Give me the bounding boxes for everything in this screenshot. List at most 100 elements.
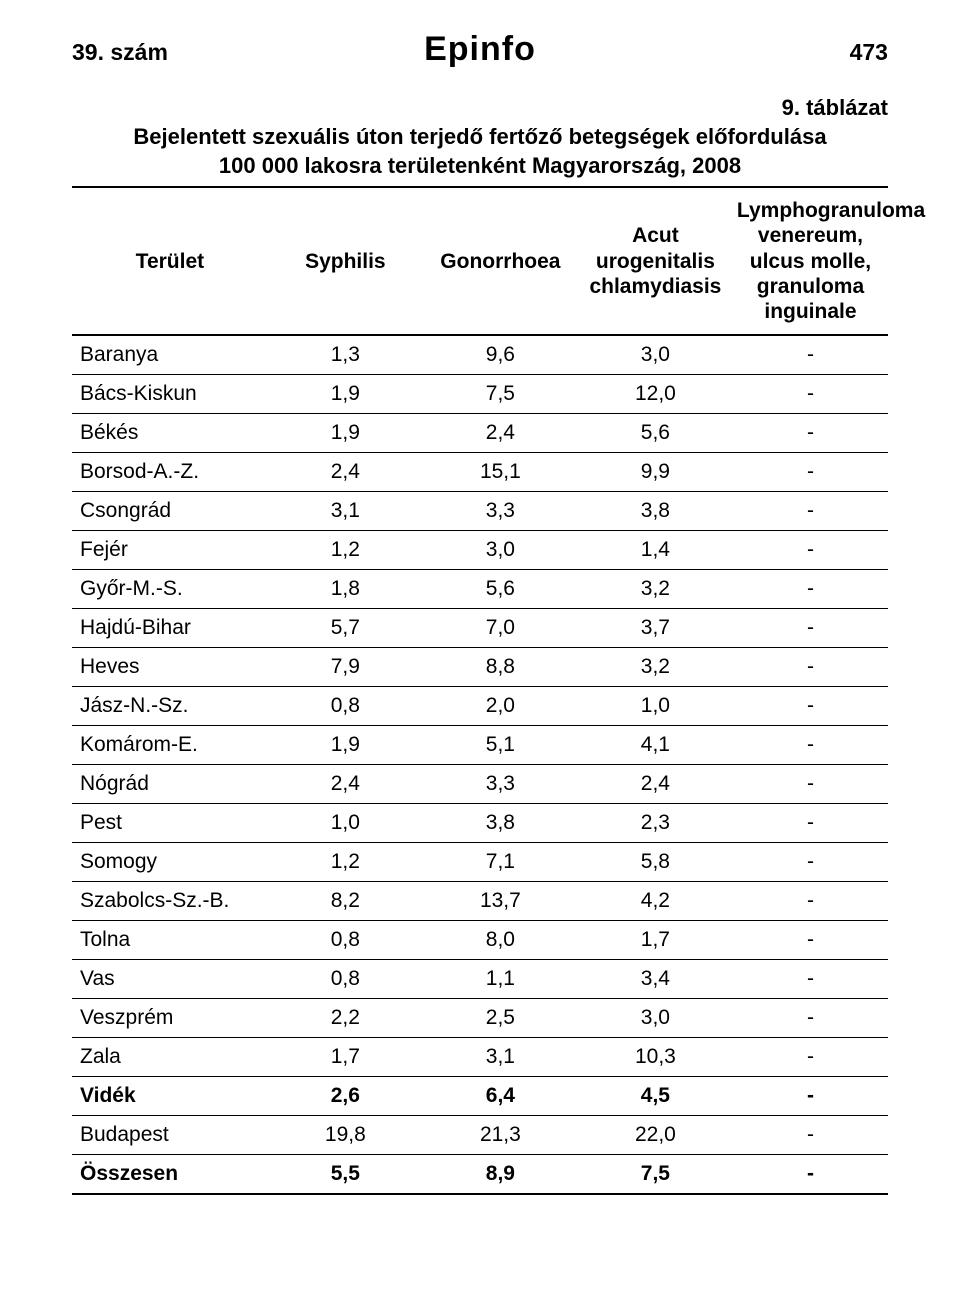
cell-chlamydia: 5,8 — [578, 843, 733, 882]
table-title: Bejelentett szexuális úton terjedő fertő… — [72, 123, 888, 180]
cell-syphilis: 0,8 — [268, 921, 423, 960]
table-title-line1: Bejelentett szexuális úton terjedő fertő… — [133, 124, 826, 149]
cell-region: Heves — [72, 648, 268, 687]
cell-lgv: - — [733, 843, 888, 882]
cell-region: Hajdú-Bihar — [72, 609, 268, 648]
cell-gonorrhoea: 7,5 — [423, 375, 578, 414]
cell-gonorrhoea: 2,4 — [423, 414, 578, 453]
cell-syphilis: 1,9 — [268, 726, 423, 765]
cell-gonorrhoea: 2,0 — [423, 687, 578, 726]
cell-gonorrhoea: 6,4 — [423, 1077, 578, 1116]
cell-chlamydia: 9,9 — [578, 453, 733, 492]
cell-syphilis: 8,2 — [268, 882, 423, 921]
cell-lgv: - — [733, 726, 888, 765]
cell-region: Borsod-A.-Z. — [72, 453, 268, 492]
cell-lgv: - — [733, 921, 888, 960]
cell-gonorrhoea: 5,6 — [423, 570, 578, 609]
cell-region: Veszprém — [72, 999, 268, 1038]
table-caption: 9. táblázat Bejelentett szexuális úton t… — [72, 95, 888, 180]
cell-syphilis: 2,4 — [268, 453, 423, 492]
table-row: Heves7,98,83,2- — [72, 648, 888, 687]
cell-lgv: - — [733, 414, 888, 453]
table-row: Zala1,73,110,3- — [72, 1038, 888, 1077]
cell-gonorrhoea: 3,3 — [423, 492, 578, 531]
cell-region: Fejér — [72, 531, 268, 570]
cell-region: Somogy — [72, 843, 268, 882]
cell-chlamydia: 3,0 — [578, 335, 733, 375]
cell-lgv: - — [733, 999, 888, 1038]
cell-gonorrhoea: 3,3 — [423, 765, 578, 804]
cell-gonorrhoea: 3,8 — [423, 804, 578, 843]
cell-region: Pest — [72, 804, 268, 843]
table-row: Borsod-A.-Z.2,415,19,9- — [72, 453, 888, 492]
cell-gonorrhoea: 15,1 — [423, 453, 578, 492]
cell-gonorrhoea: 7,0 — [423, 609, 578, 648]
cell-syphilis: 0,8 — [268, 687, 423, 726]
cell-chlamydia: 3,4 — [578, 960, 733, 999]
table-row: Baranya1,39,63,0- — [72, 335, 888, 375]
cell-lgv: - — [733, 609, 888, 648]
issue-number: 39. szám — [72, 39, 341, 66]
cell-region: Vidék — [72, 1077, 268, 1116]
table-row: Nógrád2,43,32,4- — [72, 765, 888, 804]
cell-syphilis: 2,6 — [268, 1077, 423, 1116]
cell-chlamydia: 5,6 — [578, 414, 733, 453]
cell-region: Vas — [72, 960, 268, 999]
cell-chlamydia: 3,7 — [578, 609, 733, 648]
cell-lgv: - — [733, 1155, 888, 1195]
table-row: Fejér1,23,01,4- — [72, 531, 888, 570]
cell-syphilis: 19,8 — [268, 1116, 423, 1155]
cell-gonorrhoea: 9,6 — [423, 335, 578, 375]
cell-chlamydia: 10,3 — [578, 1038, 733, 1077]
table-row: Budapest19,821,322,0- — [72, 1116, 888, 1155]
table-row: Somogy1,27,15,8- — [72, 843, 888, 882]
cell-region: Komárom-E. — [72, 726, 268, 765]
cell-syphilis: 5,7 — [268, 609, 423, 648]
cell-region: Budapest — [72, 1116, 268, 1155]
cell-gonorrhoea: 8,9 — [423, 1155, 578, 1195]
table-row: Hajdú-Bihar5,77,03,7- — [72, 609, 888, 648]
table-row: Veszprém2,22,53,0- — [72, 999, 888, 1038]
table-row: Vas0,81,13,4- — [72, 960, 888, 999]
table-row: Összesen5,58,97,5- — [72, 1155, 888, 1195]
cell-syphilis: 1,2 — [268, 843, 423, 882]
cell-gonorrhoea: 5,1 — [423, 726, 578, 765]
col-header-lgv: Lymphogranuloma venereum, ulcus molle, g… — [733, 187, 888, 335]
col-header-region: Terület — [72, 187, 268, 335]
cell-chlamydia: 2,4 — [578, 765, 733, 804]
table-row: Bács-Kiskun1,97,512,0- — [72, 375, 888, 414]
table-row: Békés1,92,45,6- — [72, 414, 888, 453]
cell-region: Békés — [72, 414, 268, 453]
table-row: Vidék2,66,44,5- — [72, 1077, 888, 1116]
cell-chlamydia: 3,8 — [578, 492, 733, 531]
cell-region: Szabolcs-Sz.-B. — [72, 882, 268, 921]
cell-syphilis: 3,1 — [268, 492, 423, 531]
cell-gonorrhoea: 2,5 — [423, 999, 578, 1038]
cell-syphilis: 2,4 — [268, 765, 423, 804]
cell-gonorrhoea: 8,0 — [423, 921, 578, 960]
cell-chlamydia: 1,4 — [578, 531, 733, 570]
cell-chlamydia: 4,5 — [578, 1077, 733, 1116]
cell-syphilis: 0,8 — [268, 960, 423, 999]
cell-lgv: - — [733, 687, 888, 726]
cell-syphilis: 1,7 — [268, 1038, 423, 1077]
cell-lgv: - — [733, 960, 888, 999]
cell-gonorrhoea: 3,0 — [423, 531, 578, 570]
page: 39. szám Epinfo 473 9. táblázat Bejelent… — [0, 0, 960, 1304]
cell-lgv: - — [733, 765, 888, 804]
cell-gonorrhoea: 13,7 — [423, 882, 578, 921]
cell-gonorrhoea: 1,1 — [423, 960, 578, 999]
cell-region: Csongrád — [72, 492, 268, 531]
cell-gonorrhoea: 7,1 — [423, 843, 578, 882]
cell-chlamydia: 4,1 — [578, 726, 733, 765]
cell-lgv: - — [733, 648, 888, 687]
cell-lgv: - — [733, 335, 888, 375]
cell-lgv: - — [733, 375, 888, 414]
brand-title: Epinfo — [341, 30, 618, 69]
table-row: Csongrád3,13,33,8- — [72, 492, 888, 531]
cell-lgv: - — [733, 882, 888, 921]
table-row: Szabolcs-Sz.-B.8,213,74,2- — [72, 882, 888, 921]
cell-lgv: - — [733, 531, 888, 570]
cell-syphilis: 5,5 — [268, 1155, 423, 1195]
cell-lgv: - — [733, 1038, 888, 1077]
